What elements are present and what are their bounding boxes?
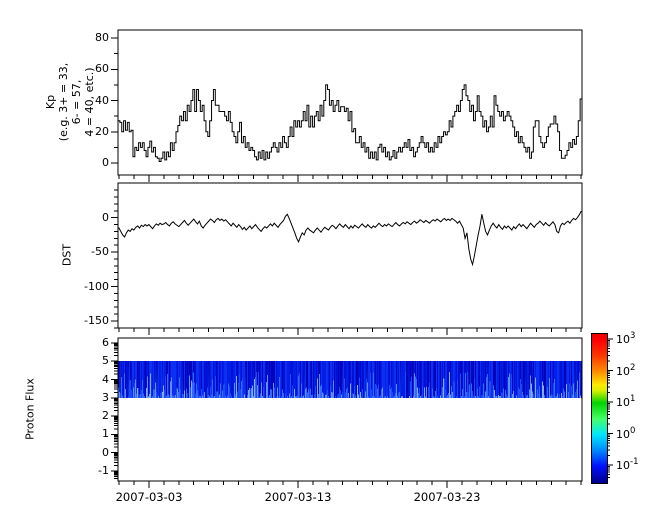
colorbar-tick-label: 10-1 <box>616 457 639 472</box>
kp-panel-border <box>117 29 583 176</box>
x-date-label: 2007-03-13 <box>264 490 332 504</box>
kp-axis-label-line2: (e.g. 3+ = 33, <box>57 62 70 142</box>
dst-ytick-label: -100 <box>84 279 109 293</box>
kp-step-series <box>118 84 582 162</box>
kp-axis-label-line3: 6- = 57, <box>70 79 83 125</box>
kp-axis-label: Kp (e.g. 3+ = 33, 6- = 57, 4 = 40, etc.) <box>44 63 96 141</box>
kp-ytick-label: 20 <box>95 124 109 138</box>
colorbar-tick-label: 102 <box>616 362 636 378</box>
proton-ytick-label: 6 <box>102 335 109 349</box>
x-date-label: 2007-03-03 <box>115 490 183 504</box>
x-date-label: 2007-03-23 <box>413 490 481 504</box>
colorbar-ticks <box>607 338 613 479</box>
colorbar-tick-label: 103 <box>616 331 636 346</box>
axes-and-ticks <box>111 29 583 488</box>
colorbar-tick-label: 100 <box>616 425 636 441</box>
proton-flux-axis-label: Proton Flux <box>23 378 37 440</box>
dst-axis-label: DST <box>60 243 74 267</box>
proton-ytick-label: 1 <box>102 427 109 441</box>
proton-ytick-label: -1 <box>98 464 109 477</box>
proton-ytick-label: 0 <box>102 445 109 459</box>
colorbar-tick-label: 101 <box>616 394 636 409</box>
dst-line-series <box>118 211 582 267</box>
kp-ytick-label: 40 <box>95 93 109 107</box>
kp-ytick-label: 80 <box>95 31 109 44</box>
proton-ytick-label: 5 <box>102 354 109 368</box>
dst-ytick-label: -150 <box>84 313 109 327</box>
dst-panel-border <box>117 182 583 329</box>
dst-ytick-label: 0 <box>102 210 109 224</box>
kp-ytick-label: 60 <box>95 62 109 76</box>
kp-axis-label-line1: Kp <box>44 94 57 110</box>
proton-flux-band <box>118 361 582 398</box>
proton-ytick-label: 4 <box>102 372 109 386</box>
kp-ytick-label: 0 <box>102 156 109 169</box>
proton-ytick-label: 2 <box>102 409 109 423</box>
colorbar <box>591 333 608 484</box>
proton-panel-border <box>117 337 583 482</box>
proton-ytick-label: 3 <box>102 390 109 404</box>
dst-ytick-label: -50 <box>91 245 109 259</box>
